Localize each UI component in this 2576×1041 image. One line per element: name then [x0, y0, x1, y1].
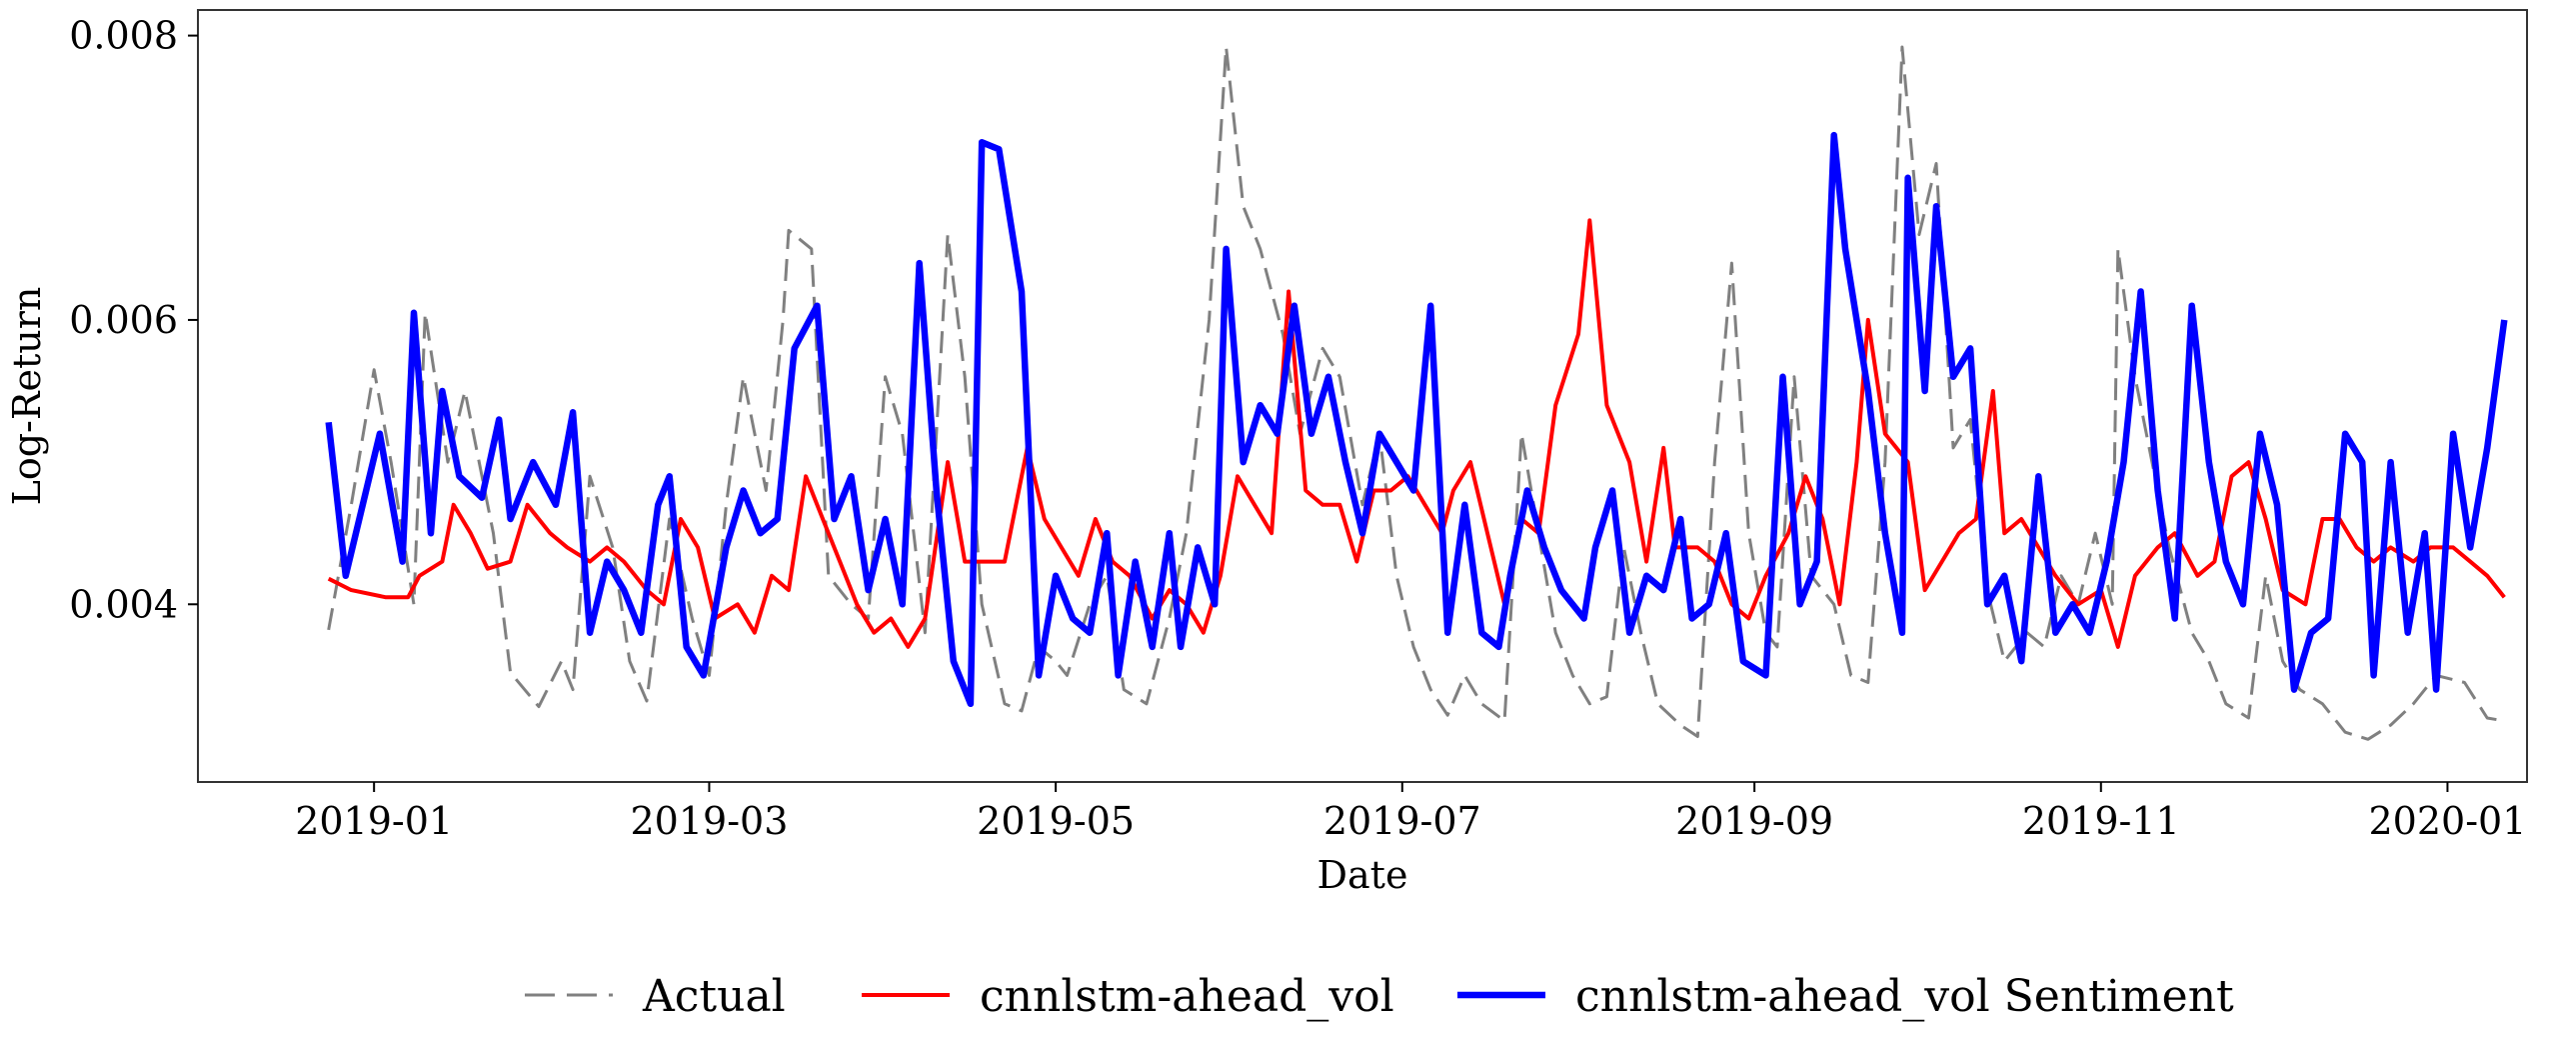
- x-tick-label-1: 2019-03: [631, 799, 789, 843]
- series-line-2: [325, 131, 2508, 708]
- x-tick-label-0: 2019-01: [295, 799, 453, 843]
- legend-label-2: cnnlstm-ahead_vol Sentiment: [1575, 971, 2234, 1022]
- legend-label-1: cnnlstm-ahead_vol: [980, 971, 1394, 1022]
- x-axis-label: Date: [1317, 853, 1408, 897]
- legend-label-0: Actual: [642, 971, 786, 1022]
- y-tick-label-2: 0.008: [69, 14, 178, 58]
- y-tick-label-1: 0.006: [69, 298, 178, 342]
- legend: Actual cnnlstm-ahead_vol cnnlstm-ahead_vol…: [525, 971, 2234, 1022]
- x-tick-label-6: 2020-01: [2368, 799, 2526, 843]
- y-tick-label-0: 0.004: [69, 582, 178, 626]
- x-tick-label-2: 2019-05: [977, 799, 1135, 843]
- y-axis-label: Log-Return: [5, 287, 49, 506]
- series-layer: [325, 45, 2508, 741]
- series-line-1: [327, 218, 2506, 649]
- plot-area: [197, 9, 2528, 783]
- x-tick-label-4: 2019-09: [1675, 799, 1833, 843]
- x-tick-label-3: 2019-07: [1323, 799, 1481, 843]
- ticks-layer: 2019-01 2019-03 2019-05 2019-07 2019-09 2019-…: [69, 14, 2526, 843]
- x-tick-label-5: 2019-11: [2022, 799, 2180, 843]
